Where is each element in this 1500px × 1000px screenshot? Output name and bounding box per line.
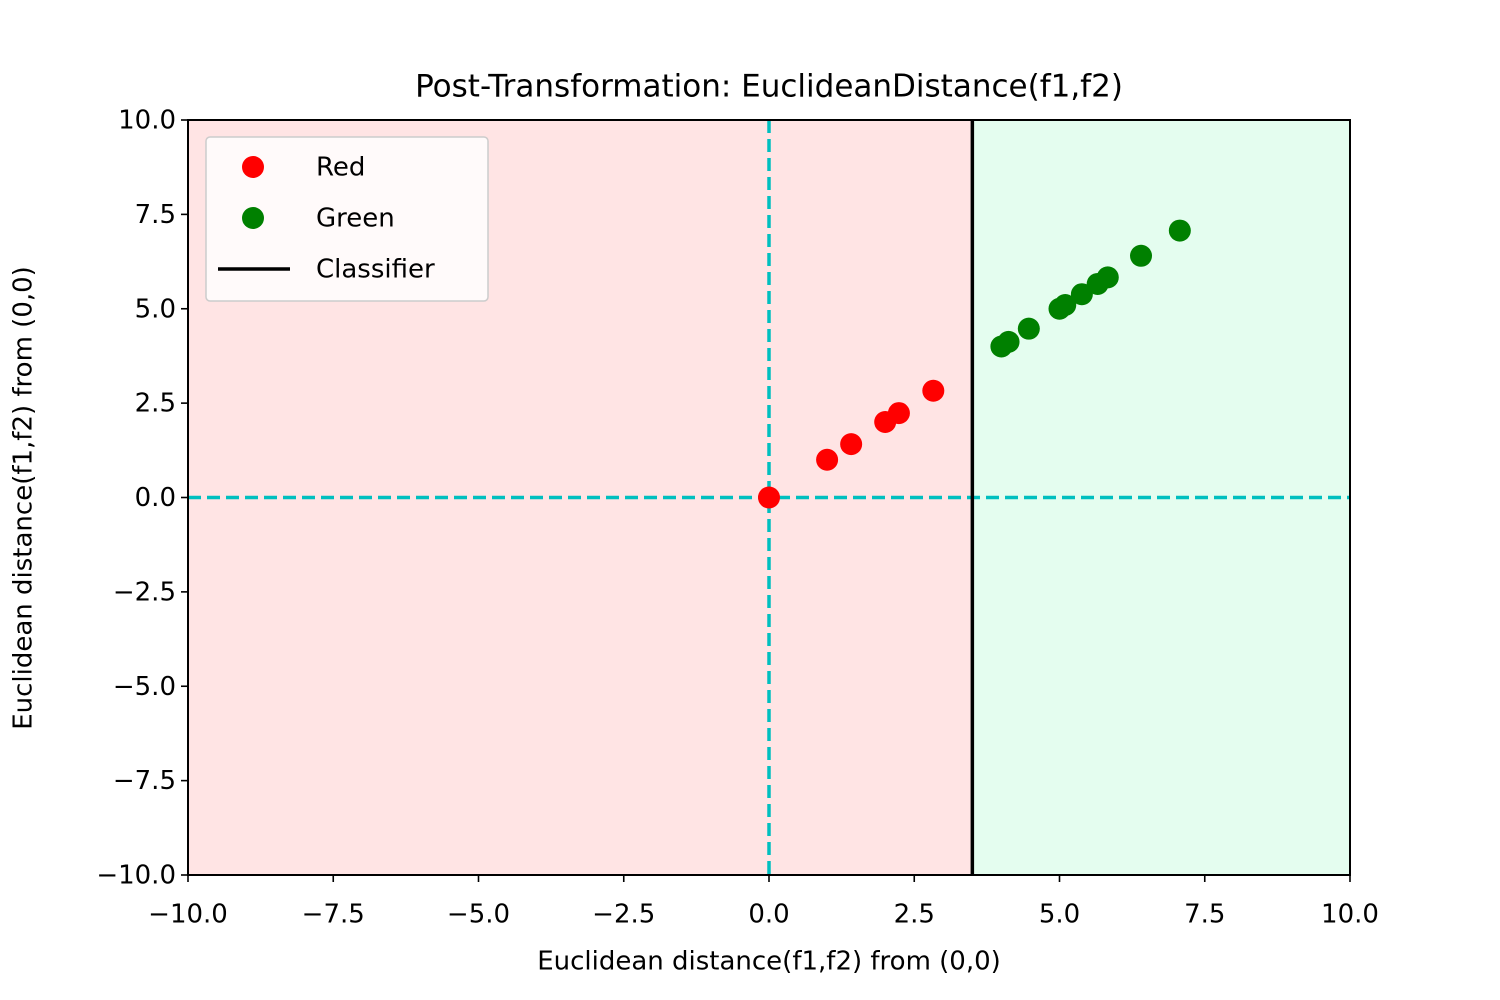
point [1096, 266, 1119, 289]
point [997, 330, 1020, 353]
legend-box [205, 136, 489, 302]
point [816, 448, 839, 471]
point [1054, 294, 1077, 317]
x-tick-label: 5.0 [1039, 900, 1080, 930]
point [887, 402, 910, 425]
x-axis-label: Euclidean distance(f1,f2) from (0,0) [537, 947, 1001, 977]
y-tick-label: 2.5 [135, 389, 176, 419]
legend-label: Green [316, 204, 395, 234]
legend-label: Classifier [316, 255, 435, 285]
x-tick-label: 7.5 [1184, 900, 1225, 930]
y-axis-label: Euclidean distance(f1,f2) from (0,0) [9, 266, 39, 730]
y-tick-label: −7.5 [113, 766, 176, 796]
point [758, 486, 780, 509]
point [840, 433, 863, 456]
legend-label: Red [316, 153, 365, 183]
x-tick-label: −10.0 [148, 900, 228, 930]
point [1070, 283, 1093, 306]
x-tick-label: −7.5 [302, 900, 365, 930]
plot-frame [187, 119, 1351, 876]
chart-title: Post-Transformation: EuclideanDistance(f… [415, 69, 1123, 105]
x-tick-label: −5.0 [447, 900, 510, 930]
y-tick-label: 10.0 [118, 106, 176, 136]
y-tick-label: 7.5 [135, 200, 176, 230]
point [922, 379, 945, 402]
x-tick-label: 2.5 [894, 900, 935, 930]
legend-marker [242, 156, 264, 178]
point [1168, 219, 1191, 242]
y-tick-label: 5.0 [135, 294, 176, 324]
x-tick-label: −2.5 [592, 900, 655, 930]
y-tick-label: −5.0 [113, 672, 176, 702]
x-tick-label: 0.0 [748, 900, 789, 930]
y-tick-label: 0.0 [135, 483, 176, 513]
y-tick-label: −10.0 [96, 861, 176, 891]
legend-marker [242, 207, 264, 229]
x-tick-label: 10.0 [1321, 900, 1379, 930]
point [1017, 317, 1040, 340]
point [1130, 244, 1153, 267]
y-tick-label: −2.5 [113, 577, 176, 607]
